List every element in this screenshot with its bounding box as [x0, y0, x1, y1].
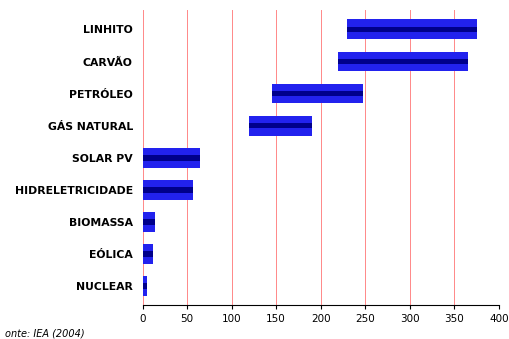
Bar [143, 212, 155, 232]
Bar [338, 52, 468, 72]
Text: onte: IEA (2004): onte: IEA (2004) [5, 329, 84, 339]
Bar [143, 155, 201, 161]
Bar [143, 180, 193, 200]
Bar [143, 219, 155, 225]
Bar [272, 91, 363, 96]
Bar [143, 244, 153, 264]
Bar [249, 123, 312, 128]
Bar [143, 148, 201, 167]
Bar [143, 276, 147, 296]
Bar [338, 59, 468, 64]
Bar [143, 283, 147, 289]
Bar [143, 251, 153, 257]
Bar [347, 19, 476, 39]
Bar [143, 187, 193, 193]
Bar [249, 116, 312, 136]
Bar [347, 26, 476, 32]
Bar [272, 84, 363, 103]
